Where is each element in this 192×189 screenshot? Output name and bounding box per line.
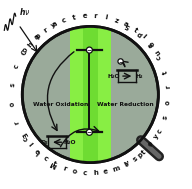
Text: H₂O: H₂O: [64, 140, 76, 145]
Text: Water Reduction: Water Reduction: [97, 102, 154, 107]
Text: a: a: [123, 21, 129, 28]
Text: c: c: [61, 17, 67, 24]
Text: e: e: [34, 149, 41, 156]
Circle shape: [118, 59, 123, 64]
Text: s: s: [162, 115, 169, 120]
Text: y: y: [50, 22, 57, 29]
Text: e: e: [83, 13, 88, 19]
Circle shape: [86, 47, 92, 53]
Text: o: o: [22, 46, 29, 54]
Text: t: t: [52, 161, 58, 168]
Text: t: t: [140, 149, 147, 156]
Text: −: −: [87, 47, 92, 52]
Text: i: i: [140, 34, 146, 40]
Text: M: M: [49, 160, 58, 168]
Text: c: c: [13, 64, 20, 70]
Text: e: e: [103, 168, 109, 175]
Text: H₂O: H₂O: [108, 74, 120, 79]
Text: t: t: [132, 27, 138, 34]
Text: H₂: H₂: [136, 74, 143, 79]
Text: s: s: [9, 83, 16, 88]
Text: C: C: [20, 49, 28, 57]
Text: p: p: [136, 151, 144, 159]
Text: c: c: [156, 54, 163, 61]
Text: n: n: [153, 49, 161, 57]
Text: a: a: [51, 21, 58, 28]
Text: c: c: [22, 136, 29, 142]
Text: p: p: [34, 32, 42, 40]
Text: h: h: [93, 170, 98, 176]
Text: c: c: [156, 128, 163, 135]
Text: c: c: [42, 155, 49, 163]
Text: S: S: [124, 22, 131, 29]
Text: O₂: O₂: [41, 140, 49, 145]
Bar: [83, 27, 98, 162]
Text: o: o: [147, 41, 155, 48]
Text: y: y: [124, 160, 131, 167]
Text: Water Oxidation: Water Oxidation: [33, 102, 89, 107]
Text: m: m: [112, 164, 121, 173]
Circle shape: [86, 129, 92, 135]
Text: z: z: [113, 17, 119, 24]
Text: r: r: [147, 141, 154, 148]
Text: a: a: [34, 33, 41, 40]
Text: h$\nu$: h$\nu$: [19, 6, 31, 17]
Text: o: o: [165, 100, 172, 105]
Text: i: i: [123, 161, 128, 168]
Text: r: r: [42, 27, 49, 34]
Text: e: e: [147, 41, 155, 48]
Circle shape: [22, 26, 158, 163]
Text: −: −: [87, 130, 92, 135]
Text: c: c: [83, 170, 87, 176]
Text: y: y: [153, 132, 161, 140]
Text: r: r: [94, 13, 98, 19]
Bar: [70, 27, 111, 162]
Text: r: r: [62, 165, 67, 172]
Text: r: r: [14, 120, 20, 125]
Text: o: o: [147, 141, 155, 148]
Text: i: i: [104, 15, 108, 21]
Text: o: o: [9, 101, 16, 106]
Text: t: t: [72, 14, 77, 21]
Text: p: p: [136, 30, 144, 38]
Text: h: h: [26, 40, 34, 48]
Text: r: r: [165, 85, 171, 89]
Text: i: i: [35, 150, 41, 156]
Text: −: −: [118, 59, 123, 64]
Text: l: l: [27, 142, 33, 148]
Text: o: o: [72, 168, 78, 175]
Text: s: s: [132, 155, 139, 163]
Text: t: t: [162, 69, 169, 74]
Text: E: E: [20, 132, 28, 140]
